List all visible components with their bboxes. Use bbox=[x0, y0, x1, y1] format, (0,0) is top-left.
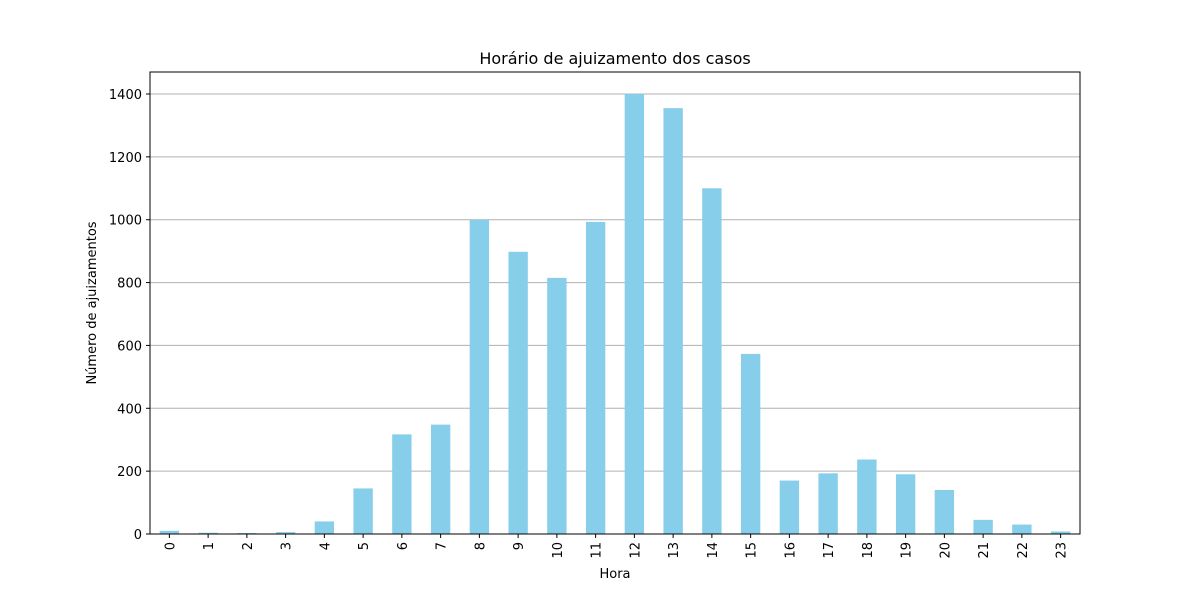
bar-21 bbox=[973, 519, 993, 534]
x-tick-label: 16 bbox=[783, 542, 798, 559]
y-tick-label: 200 bbox=[117, 465, 142, 480]
bar-1 bbox=[198, 532, 218, 534]
bar-4 bbox=[314, 521, 335, 534]
y-tick-label: 400 bbox=[117, 402, 142, 417]
bar-17 bbox=[818, 473, 838, 534]
y-tick-label: 1200 bbox=[109, 151, 142, 166]
bar-5 bbox=[353, 488, 373, 534]
chart-title: Horário de ajuizamento dos casos bbox=[479, 49, 750, 68]
bar-18 bbox=[857, 459, 877, 534]
x-tick-label: 11 bbox=[590, 542, 605, 559]
x-tick-label: 21 bbox=[977, 542, 992, 559]
x-tick-label: 0 bbox=[163, 542, 178, 550]
x-tick-label: 22 bbox=[1016, 542, 1031, 559]
bar-23 bbox=[1050, 531, 1071, 534]
x-tick-label: 18 bbox=[861, 542, 876, 559]
bar-13 bbox=[663, 108, 683, 535]
bar-19 bbox=[895, 474, 916, 534]
x-axis-ticks: 0 1 2 3 4 5 6 7 8 9 10 11 12 13 14 15 16 17 18 19 20 21 22 23 bbox=[163, 534, 1070, 559]
x-tick-label: 13 bbox=[667, 542, 682, 559]
y-tick-label: 800 bbox=[117, 277, 142, 292]
y-axis-label: Número de ajuizamentos bbox=[85, 221, 100, 384]
bar-11 bbox=[585, 221, 606, 534]
x-tick-label: 17 bbox=[822, 542, 837, 559]
x-tick-label: 1 bbox=[202, 542, 217, 550]
x-tick-label: 20 bbox=[938, 542, 953, 559]
y-tick-label: 1000 bbox=[109, 214, 142, 229]
y-axis-ticks: 0 200 400 600 800 1000 1200 1400 bbox=[109, 88, 150, 543]
bar-14 bbox=[702, 188, 722, 535]
x-tick-label: 8 bbox=[473, 542, 488, 550]
bar-3 bbox=[275, 532, 296, 534]
bar-12 bbox=[624, 94, 645, 534]
x-tick-label: 12 bbox=[628, 542, 643, 559]
x-tick-label: 14 bbox=[706, 542, 721, 559]
x-tick-label: 4 bbox=[318, 542, 333, 550]
bar-22 bbox=[1012, 524, 1032, 534]
x-tick-label: 9 bbox=[512, 542, 527, 550]
y-tick-label: 0 bbox=[134, 528, 142, 543]
x-tick-label: 7 bbox=[435, 542, 450, 550]
plot-frame bbox=[149, 71, 1081, 535]
x-tick-label: 2 bbox=[241, 542, 256, 550]
bar-16 bbox=[779, 480, 800, 534]
x-tick-label: 5 bbox=[357, 542, 372, 550]
bar-20 bbox=[934, 490, 955, 534]
y-tick-label: 600 bbox=[117, 339, 142, 354]
x-tick-label: 3 bbox=[280, 542, 295, 550]
bar-0 bbox=[159, 530, 180, 534]
x-tick-label: 6 bbox=[396, 542, 411, 550]
bar-6 bbox=[392, 434, 412, 534]
x-tick-label: 19 bbox=[900, 542, 915, 559]
bars bbox=[159, 94, 1071, 535]
x-tick-label: 10 bbox=[551, 542, 566, 559]
x-axis-label: Hora bbox=[599, 567, 630, 582]
grid-lines bbox=[150, 93, 1080, 535]
bar-9 bbox=[508, 251, 528, 534]
bar-10 bbox=[547, 277, 567, 534]
x-tick-label: 15 bbox=[745, 542, 760, 559]
bar-7 bbox=[430, 424, 451, 534]
x-tick-label: 23 bbox=[1055, 542, 1070, 559]
y-tick-label: 1400 bbox=[109, 88, 142, 103]
bar-15 bbox=[740, 353, 761, 534]
bar-8 bbox=[469, 219, 490, 534]
